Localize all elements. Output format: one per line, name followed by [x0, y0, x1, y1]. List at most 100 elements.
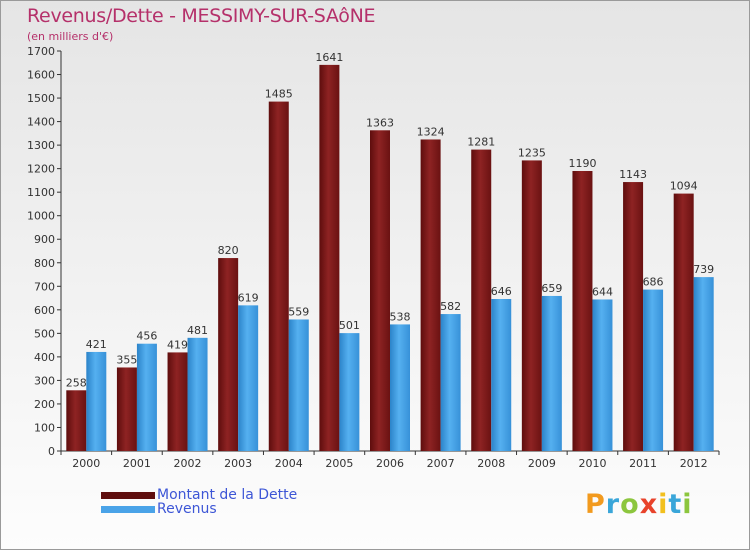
data-label-revenus-2010: 644	[592, 285, 613, 298]
chart-subtitle: (en milliers d'€)	[27, 30, 114, 43]
bar-revenus-2012	[693, 277, 714, 451]
bar-revenus-2005	[339, 333, 360, 451]
x-tick-label: 2000	[72, 457, 100, 470]
x-tick-label: 2010	[578, 457, 606, 470]
logo-letter: i	[658, 489, 669, 520]
x-tick-label: 2002	[174, 457, 202, 470]
x-tick-label: 2001	[123, 457, 151, 470]
data-label-revenus-2007: 582	[440, 300, 461, 313]
data-label-revenus-2012: 739	[693, 263, 714, 276]
data-label-dette-2003: 820	[218, 244, 239, 257]
logo-letter: o	[620, 489, 640, 520]
proxiti-logo: Proxiti	[585, 489, 693, 520]
x-tick-label: 2003	[224, 457, 252, 470]
bar-dette-2006	[370, 130, 390, 451]
bar-revenus-2010	[592, 299, 613, 451]
data-label-revenus-2006: 538	[390, 310, 411, 323]
logo-letter: x	[639, 489, 659, 520]
bar-revenus-2006	[390, 324, 410, 451]
data-label-dette-2006: 1363	[366, 116, 394, 129]
bar-dette-2002	[167, 352, 188, 451]
bar-revenus-2008	[491, 299, 512, 451]
x-tick-label: 2008	[477, 457, 505, 470]
bar-revenus-2002	[187, 337, 208, 451]
y-tick-label: 300	[34, 374, 55, 387]
data-label-revenus-2011: 686	[643, 276, 664, 289]
logo-letter: r	[605, 489, 621, 520]
data-label-revenus-2002: 481	[187, 324, 208, 337]
data-label-dette-2004: 1485	[265, 88, 293, 101]
y-tick-label: 1000	[27, 210, 55, 223]
bar-revenus-2000	[86, 351, 107, 451]
chart-title: Revenus/Dette - MESSIMY-SUR-SAôNE	[27, 5, 376, 27]
y-tick-label: 700	[34, 280, 55, 293]
bar-dette-2001	[116, 367, 137, 451]
y-tick-label: 500	[34, 327, 55, 340]
data-label-dette-2002: 419	[167, 338, 188, 351]
data-label-dette-2000: 258	[66, 376, 87, 389]
bar-dette-2010	[572, 171, 593, 451]
legend-item-dette: Montant de la Dette	[101, 487, 297, 503]
y-tick-label: 100	[34, 421, 55, 434]
data-label-revenus-2009: 659	[541, 282, 562, 295]
bar-dette-2009	[521, 160, 542, 452]
y-tick-label: 1300	[27, 139, 55, 152]
legend-label-dette: Montant de la Dette	[157, 487, 298, 503]
y-tick-label: 1600	[27, 69, 55, 82]
x-tick-label: 2012	[680, 457, 708, 470]
data-label-revenus-2008: 646	[491, 285, 512, 298]
x-tick-label: 2005	[325, 457, 353, 470]
bar-dette-2000	[66, 390, 87, 451]
bar-revenus-2011	[643, 289, 664, 451]
bar-dette-2007	[420, 139, 441, 451]
bar-dette-2012	[673, 193, 694, 451]
y-tick-label: 0	[48, 445, 55, 458]
x-tick-label: 2011	[629, 457, 657, 470]
x-tick-label: 2007	[427, 457, 455, 470]
y-tick-label: 1200	[27, 163, 55, 176]
data-label-dette-2012: 1094	[670, 180, 698, 193]
data-label-revenus-2005: 501	[339, 319, 360, 332]
x-tick-label: 2009	[528, 457, 556, 470]
data-label-dette-2011: 1143	[619, 168, 647, 181]
data-label-dette-2009: 1235	[518, 146, 546, 159]
x-tick-label: 2004	[275, 457, 303, 470]
y-tick-label: 1500	[27, 92, 55, 105]
bar-dette-2003	[218, 258, 239, 451]
bar-dette-2008	[471, 149, 492, 451]
data-label-dette-2007: 1324	[417, 125, 445, 138]
legend-label-revenus: Revenus	[157, 501, 217, 517]
data-label-revenus-2003: 619	[238, 291, 259, 304]
logo-letter: P	[585, 489, 606, 520]
data-label-dette-2005: 1641	[315, 51, 343, 64]
y-tick-label: 800	[34, 257, 55, 270]
data-label-dette-2010: 1190	[568, 157, 596, 170]
data-label-revenus-2000: 421	[86, 338, 107, 351]
legend-swatch-dette	[101, 491, 155, 499]
data-label-revenus-2004: 559	[288, 305, 309, 318]
bar-dette-2011	[623, 182, 644, 451]
x-tick-label: 2006	[376, 457, 404, 470]
bar-revenus-2003	[238, 305, 259, 451]
bar-dette-2004	[268, 101, 289, 452]
bar-dette-2005	[319, 64, 340, 451]
y-tick-label: 200	[34, 398, 55, 411]
bar-revenus-2007	[440, 314, 461, 451]
y-tick-label: 400	[34, 351, 55, 364]
legend-swatch-revenus	[101, 505, 155, 513]
data-label-dette-2008: 1281	[467, 136, 495, 149]
y-tick-label: 1700	[27, 45, 55, 58]
y-tick-label: 600	[34, 304, 55, 317]
y-tick-label: 1100	[27, 186, 55, 199]
bar-revenus-2001	[136, 343, 157, 451]
logo-letter: t	[668, 489, 683, 520]
data-label-revenus-2001: 456	[136, 330, 157, 343]
y-tick-label: 1400	[27, 116, 55, 129]
legend-item-revenus: Revenus	[101, 501, 217, 517]
bar-revenus-2004	[288, 319, 309, 451]
bar-revenus-2009	[541, 295, 562, 451]
y-tick-label: 900	[34, 233, 55, 246]
logo-letter: i	[682, 489, 693, 520]
data-label-dette-2001: 355	[116, 353, 137, 366]
